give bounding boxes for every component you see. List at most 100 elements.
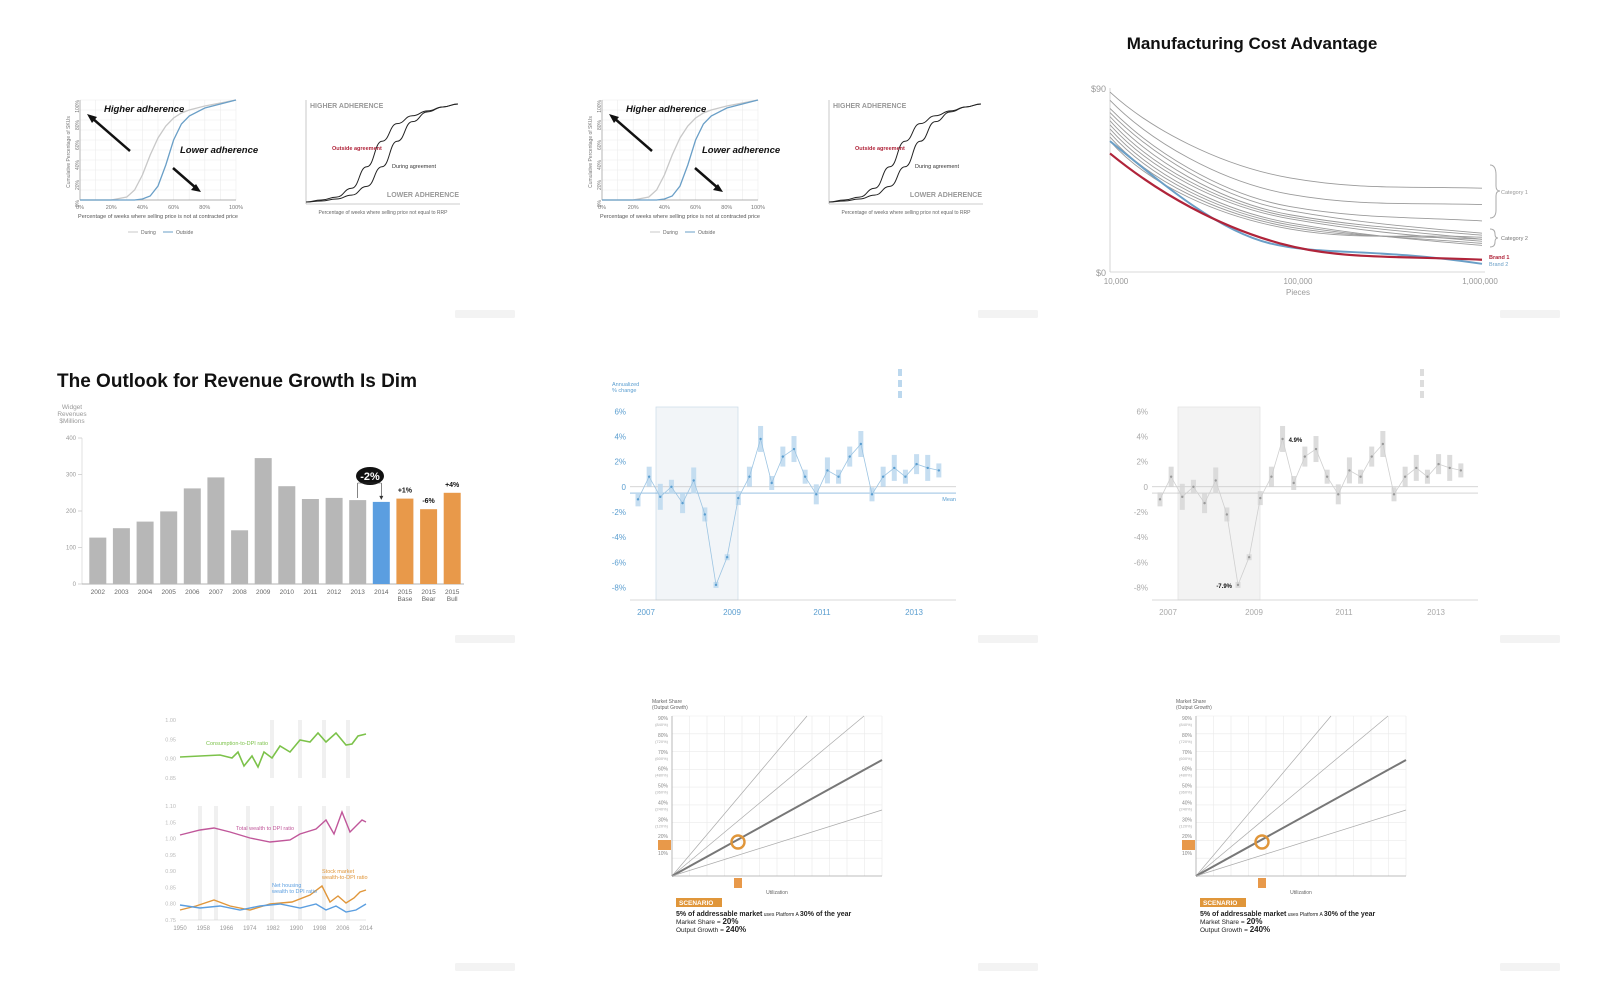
y-tick-label: 4% bbox=[614, 432, 626, 441]
bar-2009 bbox=[254, 458, 272, 584]
data-point bbox=[1236, 583, 1240, 587]
scenario-output-growth-label: Output Growth = bbox=[676, 927, 726, 934]
chart-adherence-agreement-2: HIGHER ADHERENCE LOWER ADHERENCE Outside… bbox=[828, 100, 983, 216]
y-tick-label: 80% bbox=[658, 733, 669, 739]
y-axis-label: Cumulative Percentage of SKUs bbox=[66, 116, 72, 188]
series-line-outside bbox=[828, 103, 982, 203]
scenario-market-share-label: Market Share = bbox=[676, 919, 722, 926]
y-sub-tick-label: (840%) bbox=[655, 722, 669, 727]
legend-swatch bbox=[898, 391, 902, 398]
watermark-logo bbox=[978, 963, 1038, 971]
x-tick-label: 2010 bbox=[280, 589, 295, 596]
legend-swatch bbox=[898, 380, 902, 387]
diagonal-line-3 bbox=[671, 809, 883, 877]
x-tick-label-line: 2012 bbox=[327, 589, 342, 596]
diagonal-line-3 bbox=[1195, 809, 1407, 877]
corner-label-higher: HIGHER ADHERENCE bbox=[310, 103, 384, 110]
y-sub-tick-label: (720%) bbox=[655, 739, 669, 744]
y-sub-tick-label: (720%) bbox=[1179, 739, 1193, 744]
highlight-band bbox=[246, 806, 250, 920]
arrowhead-down-right bbox=[191, 184, 201, 192]
data-point bbox=[1448, 466, 1451, 470]
cost-curve-grey bbox=[1109, 128, 1483, 246]
cost-curve-grey bbox=[1109, 116, 1483, 236]
chart-annualized-change-2: 6% 4% 2% 0 -2% -4% -6% -8% 2007 2009 2011 2013 4.9% -… bbox=[1134, 369, 1478, 617]
x-tick-label: 80% bbox=[199, 205, 210, 211]
y-tick-label-bottom: 0.80 bbox=[165, 902, 176, 908]
y-tick-label: 80% bbox=[75, 119, 81, 130]
y-sub-tick-label: (120%) bbox=[655, 823, 669, 828]
annotation-lower-adherence: Lower adherence bbox=[180, 145, 259, 156]
data-point bbox=[1259, 496, 1262, 500]
y-tick-label: -2% bbox=[1134, 508, 1148, 517]
y-tick-label: 0% bbox=[75, 199, 81, 207]
highlight-band bbox=[298, 806, 302, 920]
bar-2013 bbox=[349, 500, 367, 584]
diagonal-line-2 bbox=[1195, 715, 1389, 877]
x-tick-label: 2012 bbox=[327, 589, 342, 596]
y-tick-label: 2% bbox=[1136, 458, 1148, 467]
corner-label-lower: LOWER ADHERENCE bbox=[387, 192, 459, 199]
arrow-up-left bbox=[91, 117, 131, 152]
bar-2004 bbox=[136, 521, 154, 584]
x-tick-label: 80% bbox=[721, 205, 732, 211]
annotation-text: -2% bbox=[360, 471, 380, 483]
scenario-marker bbox=[730, 834, 746, 850]
y-sub-tick-label: (360%) bbox=[655, 790, 669, 795]
cost-curve-grey bbox=[1109, 108, 1483, 222]
y-tick-label-bottom: 1.05 bbox=[165, 820, 176, 826]
x-tick-label: 2013 bbox=[905, 608, 923, 617]
data-point bbox=[926, 466, 929, 470]
y-tick-label: 40% bbox=[597, 159, 603, 170]
y-axis-label: Cumulative Percentage of SKUs bbox=[588, 116, 594, 188]
series-lines bbox=[828, 103, 982, 203]
x-tick-label: 2015 Bull bbox=[445, 589, 460, 603]
data-point bbox=[881, 475, 885, 478]
x-axis-label: Percentage of weeks where selling price … bbox=[319, 210, 449, 216]
watermark-logo bbox=[978, 635, 1038, 643]
x-tick-label-line: 2004 bbox=[138, 589, 153, 596]
bars bbox=[82, 458, 464, 585]
bar-2003 bbox=[112, 528, 130, 584]
y-tick-label: 20% bbox=[75, 179, 81, 190]
highlight-x-30 bbox=[1258, 878, 1266, 888]
cost-curves bbox=[1109, 91, 1483, 265]
watermark-logo bbox=[455, 310, 515, 318]
series-line bbox=[637, 437, 939, 587]
x-tick-label: 2009 bbox=[1245, 608, 1263, 617]
highlight-x-30 bbox=[734, 878, 742, 888]
y-tick-label-top: 1.00 bbox=[165, 718, 176, 724]
scenario-pre: 5% of addressable market bbox=[676, 911, 763, 918]
x-tick-label: 1990 bbox=[290, 926, 304, 932]
y-tick-top: $90 bbox=[1091, 84, 1106, 94]
data-point bbox=[848, 455, 851, 458]
bar-2011 bbox=[301, 499, 319, 584]
cost-curve-brand-1 bbox=[1109, 152, 1483, 261]
grid bbox=[79, 99, 237, 201]
data-point bbox=[1348, 469, 1351, 472]
y-tick-label: -4% bbox=[1134, 533, 1148, 542]
cost-curve-grey bbox=[1109, 140, 1483, 238]
y-sub-tick-label: (600%) bbox=[1179, 756, 1193, 761]
bar-2010 bbox=[278, 486, 296, 584]
x-tick-label: 2014 bbox=[374, 589, 389, 596]
data-point bbox=[770, 481, 773, 485]
y-tick-label: 50% bbox=[1182, 784, 1193, 790]
y-tick-label: 60% bbox=[658, 767, 669, 773]
y-axis-label-line: Market Share bbox=[1176, 699, 1206, 705]
data-point bbox=[937, 469, 941, 472]
x-tick-label-line: 2007 bbox=[209, 589, 224, 596]
highlight-band bbox=[346, 720, 350, 778]
y-tick-label: 10% bbox=[1182, 851, 1193, 857]
y-tick-label: 0 bbox=[73, 582, 77, 588]
y-sub-tick-label: (360%) bbox=[1179, 790, 1193, 795]
bar-annotations: -2% +1% -6% +4% bbox=[356, 467, 460, 505]
y-tick-label-bottom: 1.10 bbox=[165, 804, 176, 810]
series-lines bbox=[602, 99, 759, 201]
x-tick-labels: 0% 20% 40% 60% 80% 100% bbox=[76, 205, 243, 211]
x-tick-label: 1982 bbox=[266, 926, 280, 932]
bar-2007 bbox=[207, 477, 225, 584]
x-tick-label: 20% bbox=[106, 205, 117, 211]
x-tick-label: 2009 bbox=[723, 608, 741, 617]
cost-curve-brand-2 bbox=[1109, 140, 1483, 265]
